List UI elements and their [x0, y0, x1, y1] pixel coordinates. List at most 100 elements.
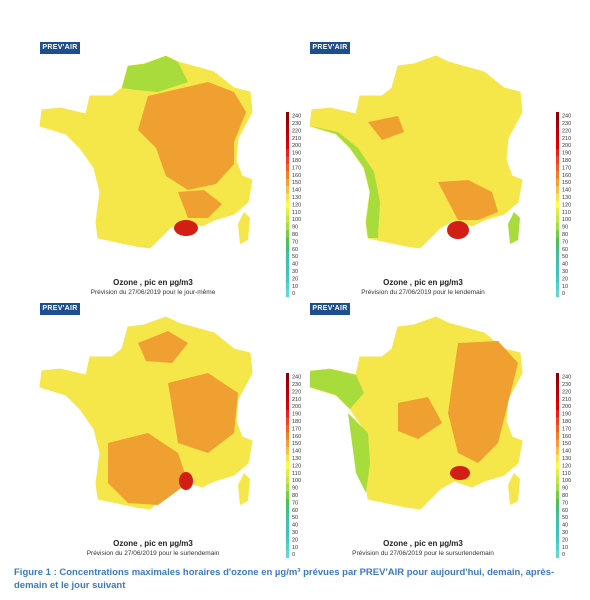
- scale-swatch: [556, 550, 559, 558]
- ozone-hotspot: [447, 221, 469, 239]
- scale-swatch: [286, 208, 289, 216]
- scale-swatch: [556, 156, 559, 165]
- scale-swatch: [286, 491, 289, 500]
- scale-swatch: [286, 267, 289, 276]
- scale-label: 70: [292, 239, 298, 245]
- scale-label: 230: [562, 121, 571, 127]
- scale-swatch: [286, 535, 289, 544]
- scale-swatch: [556, 237, 559, 246]
- scale-swatch: [556, 252, 559, 261]
- scale-label: 240: [562, 375, 571, 381]
- scale-label: 140: [292, 188, 301, 194]
- scale-label: 130: [292, 195, 301, 201]
- scale-label: 40: [292, 523, 298, 529]
- scale-swatch: [286, 171, 289, 179]
- scale-label: 180: [292, 419, 301, 425]
- scale-swatch: [556, 521, 559, 529]
- scale-swatch: [556, 200, 559, 209]
- figure-caption: Figure 1 : Concentrations maximales hora…: [14, 567, 555, 591]
- scale-label: 110: [292, 471, 301, 477]
- scale-swatch: [286, 289, 289, 297]
- scale-label: 150: [562, 180, 571, 186]
- scale-label: 130: [562, 456, 571, 462]
- scale-label: 220: [562, 389, 571, 395]
- map-subtitle: Prévision du 27/06/2019 pour le jour-mêm…: [90, 289, 216, 296]
- scale-label: 20: [562, 276, 568, 282]
- scale-swatch: [556, 476, 559, 485]
- scale-label: 120: [292, 463, 301, 469]
- scale-label: 220: [292, 389, 301, 395]
- scale-label: 190: [562, 412, 571, 418]
- scale-swatch: [286, 484, 289, 492]
- scale-label: 200: [562, 404, 571, 410]
- scale-label: 90: [562, 225, 568, 231]
- scale-label: 180: [562, 419, 571, 425]
- scale-label: 10: [562, 284, 568, 290]
- france-ozone-map: [39, 316, 253, 510]
- scale-label: 0: [562, 291, 565, 297]
- scale-swatch: [286, 454, 289, 463]
- france-ozone-map: [309, 55, 523, 249]
- scale-swatch: [286, 521, 289, 529]
- scale-swatch: [286, 417, 289, 426]
- scale-label: 170: [562, 426, 571, 432]
- scale-label: 200: [292, 143, 301, 149]
- map-panel-4: PREV'AIR Ozone , pic en µg/m3 Prévision …: [308, 303, 578, 565]
- scale-swatch: [556, 491, 559, 500]
- map-subtitle: Prévision du 27/06/2019 pour le sursurle…: [352, 550, 494, 557]
- scale-label: 100: [292, 478, 301, 484]
- scale-label: 90: [292, 486, 298, 492]
- ozone-hotspot: [179, 472, 193, 490]
- scale-label: 140: [292, 449, 301, 455]
- scale-label: 40: [562, 262, 568, 268]
- scale-swatch: [556, 171, 559, 179]
- scale-swatch: [556, 380, 559, 389]
- map-title: Ozone , pic en µg/m3: [113, 278, 193, 287]
- color-scale-legend: 2402302202102001901801701601501401301201…: [556, 112, 571, 297]
- france-ozone-map: [39, 55, 253, 249]
- scale-swatch: [556, 469, 559, 477]
- scale-label: 170: [562, 165, 571, 171]
- scale-swatch: [556, 484, 559, 492]
- scale-label: 240: [292, 375, 301, 381]
- scale-swatch: [286, 149, 289, 157]
- scale-swatch: [556, 461, 559, 470]
- map-subtitle: Prévision du 27/06/2019 pour le lendemai…: [361, 289, 485, 296]
- scale-label: 120: [292, 202, 301, 208]
- scale-label: 40: [562, 523, 568, 529]
- scale-swatch: [556, 230, 559, 239]
- scale-label: 220: [562, 128, 571, 134]
- map-title: Ozone , pic en µg/m3: [113, 539, 193, 548]
- scale-label: 70: [562, 500, 568, 506]
- scale-swatch: [556, 134, 559, 142]
- ozone-hotspot: [450, 466, 470, 480]
- scale-swatch: [556, 439, 559, 448]
- scale-label: 130: [562, 195, 571, 201]
- scale-swatch: [286, 126, 289, 135]
- scale-swatch: [286, 424, 289, 433]
- scale-swatch: [286, 230, 289, 239]
- scale-swatch: [286, 282, 289, 290]
- scale-label: 140: [562, 188, 571, 194]
- scale-label: 90: [562, 486, 568, 492]
- scale-label: 110: [292, 210, 301, 216]
- scale-swatch: [286, 380, 289, 389]
- scale-label: 80: [292, 232, 298, 238]
- prevair-logo: PREV'AIR: [310, 42, 350, 54]
- scale-swatch: [556, 410, 559, 418]
- scale-swatch: [286, 245, 289, 253]
- scale-label: 170: [292, 165, 301, 171]
- scale-swatch: [286, 469, 289, 477]
- scale-swatch: [286, 498, 289, 507]
- scale-label: 30: [292, 269, 298, 275]
- scale-swatch: [286, 156, 289, 165]
- scale-label: 60: [292, 247, 298, 253]
- scale-label: 180: [292, 158, 301, 164]
- scale-swatch: [286, 141, 289, 150]
- scale-label: 230: [292, 121, 301, 127]
- scale-label: 20: [292, 276, 298, 282]
- scale-label: 210: [292, 136, 301, 142]
- scale-label: 50: [292, 515, 298, 521]
- scale-label: 50: [562, 515, 568, 521]
- scale-swatch: [556, 208, 559, 216]
